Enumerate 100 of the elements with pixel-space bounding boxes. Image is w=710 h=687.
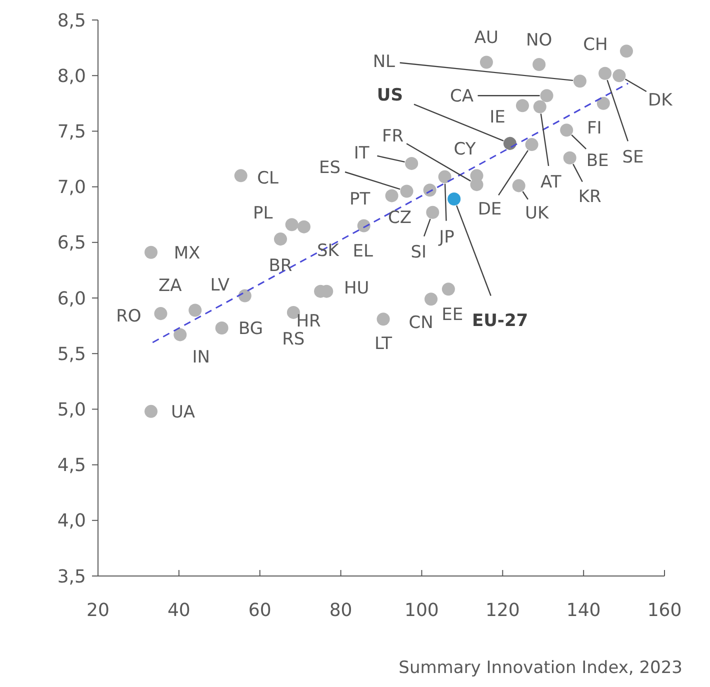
point [563,151,576,164]
annotation: DK [648,90,674,111]
annotation: EU-27 [472,310,528,331]
annotation: SI [410,242,427,262]
annotation: DE [478,199,502,220]
annotation: CZ [388,208,412,228]
point [573,74,586,88]
y-tick-label: 3,5 [57,566,86,588]
point [512,179,526,192]
point [400,184,414,198]
y-tick-label: 8,0 [57,66,86,87]
annotation: CN [408,313,434,334]
annotation: JP [438,228,454,248]
y-tick-label: 4,5 [57,455,86,476]
annotation: PT [349,190,371,210]
point [238,289,252,302]
point [144,246,158,259]
y-tick-label: 5,5 [57,344,86,365]
annotation: IT [354,143,370,164]
annotation: CY [454,140,476,160]
y-tick-label: 7,5 [57,122,86,142]
y-tick-label: 6,0 [57,288,86,310]
annotation: BR [268,256,292,276]
annotation: HU [344,278,370,298]
annotation: LT [374,334,393,354]
point [480,56,493,69]
annotation: SK [316,240,340,261]
point [525,138,538,152]
point [620,44,633,58]
annotation: BG [238,318,264,339]
x-tick-label: 80 [329,600,352,621]
point [560,124,574,137]
point [533,100,546,114]
annotation: FI [587,118,602,138]
point [423,184,436,197]
point [470,178,484,192]
point [274,232,287,246]
annotation: NO [526,30,552,50]
annotation: EE [442,305,464,326]
annotation: ZA [158,276,182,296]
point [154,307,168,320]
x-tick-label: 160 [647,600,682,621]
point [188,304,202,317]
annotation: HR [296,311,322,332]
annotation: FR [382,126,404,147]
point [532,58,546,71]
annotation: NL [372,52,396,72]
annotation: CL [257,168,280,189]
y-tick-label: 4,0 [57,510,86,532]
y-tick-label: 8,5 [57,10,86,32]
y-tick-label: 7,0 [57,177,86,198]
point [405,156,418,170]
point [442,282,455,296]
x-tick-label: 120 [485,600,520,621]
x-axis-title: Summary Innovation Index, 2023 [398,658,682,678]
annotation: CA [450,86,474,107]
x-tick-label: 40 [167,600,190,621]
annotation: MX [174,243,201,264]
point [144,404,158,418]
point [174,328,187,342]
annotation: AT [540,172,562,193]
point [598,66,612,80]
point [285,218,298,232]
point [540,89,554,102]
annotation: UA [170,402,196,422]
point [438,170,452,184]
annotation: EL [352,242,374,262]
annotation: CH [583,35,608,56]
point [234,169,248,182]
point [516,99,529,112]
point [297,220,310,234]
point [448,192,461,206]
annotation: IE [490,108,506,128]
point [215,322,228,335]
annotation: LV [210,276,230,296]
point [596,96,610,110]
point [357,219,370,232]
point [503,136,516,150]
x-tick-label: 140 [566,600,601,621]
point [612,69,626,82]
point [376,312,390,326]
x-tick-label: 60 [248,600,272,621]
x-tick-label: 20 [86,600,110,621]
annotation: PL [252,204,274,224]
annotation: RS [282,329,305,350]
point [424,292,438,306]
annotation: IN [192,348,210,368]
point [426,206,440,219]
x-tick-label: 100 [404,600,439,621]
annotation: ES [318,158,341,178]
y-tick-label: 5,0 [57,400,86,420]
point [385,189,398,202]
annotation: BE [586,151,609,172]
annotation: SE [622,147,644,168]
y-tick-label: 6,5 [57,232,86,254]
annotation: UK [525,204,550,224]
annotation: RO [116,306,142,327]
annotation: AU [474,28,498,48]
annotation: KR [578,186,602,207]
annotation: US [376,85,403,106]
